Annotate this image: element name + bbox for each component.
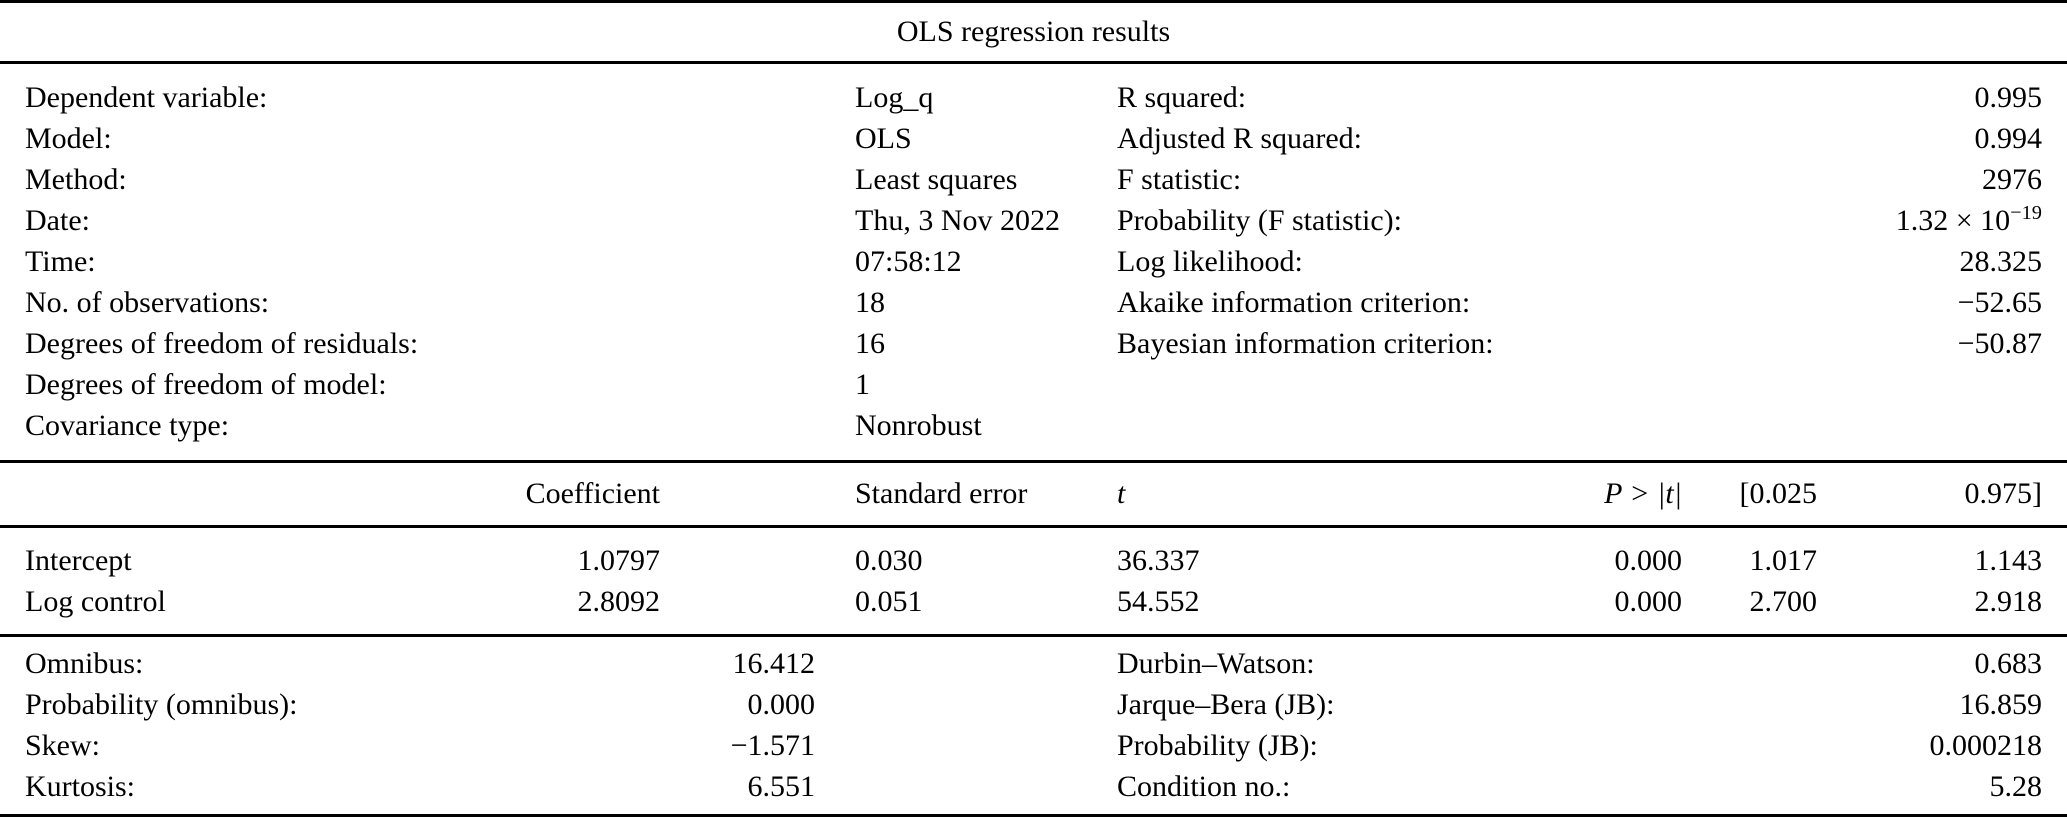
table-title-row: OLS regression results: [0, 3, 2067, 61]
spacer-cell: [1117, 364, 1625, 405]
diag-value: 0.000218: [1929, 729, 2043, 762]
coef-row-name: Log control: [25, 585, 166, 618]
coefficients-header-row: Coefficient Standard error t P > |t| [0.…: [0, 463, 2067, 525]
ci-lower-value: 2.700: [1749, 585, 1818, 618]
diag-value: 6.551: [747, 770, 816, 803]
column-header-ci-upper: 0.975]: [1964, 477, 2043, 510]
t-value: 36.337: [1117, 544, 1200, 577]
info-value-prob-f: 1.32 × 10−19: [1625, 200, 2042, 241]
model-info-section: Dependent variable: Log_q R squared: 0.9…: [0, 64, 2067, 460]
diag-value: 5.28: [1989, 770, 2043, 803]
info-label: Method:: [25, 163, 127, 196]
info-label: Bayesian information criterion:: [1117, 327, 1494, 360]
info-label: Probability (F statistic):: [1117, 204, 1402, 237]
prob-f-exponent: −19: [2010, 202, 2042, 224]
coefficients-body: Intercept 1.0797 0.030 36.337 0.000 1.01…: [0, 528, 2067, 634]
info-value: −50.87: [1957, 327, 2042, 360]
diag-label: Condition no.:: [1117, 770, 1291, 803]
ci-upper-value: 1.143: [1974, 544, 2043, 577]
diag-label: Probability (JB):: [1117, 729, 1318, 762]
diag-label: Jarque–Bera (JB):: [1117, 688, 1335, 721]
info-value: 18: [855, 286, 885, 319]
info-label: Adjusted R squared:: [1117, 122, 1362, 155]
info-label: No. of observations:: [25, 286, 270, 319]
diag-label: Omnibus:: [25, 647, 144, 680]
t-value: 54.552: [1117, 585, 1200, 618]
diag-label: Durbin–Watson:: [1117, 647, 1315, 680]
info-label: Date:: [25, 204, 90, 237]
column-header-ci-lower: [0.025: [1739, 477, 1818, 510]
column-header-p-value: P > |t|: [1604, 477, 1682, 510]
std-error-value: 0.030: [855, 544, 923, 577]
std-error-value: 0.051: [855, 585, 923, 618]
info-label: Covariance type:: [25, 409, 230, 442]
ci-lower-value: 1.017: [1749, 544, 1818, 577]
spacer-cell: [1625, 364, 2042, 405]
diag-label: Skew:: [25, 729, 100, 762]
info-value: 28.325: [1959, 245, 2043, 278]
info-value: 1: [855, 368, 870, 401]
column-header-std-error: Standard error: [855, 477, 1028, 510]
info-label: R squared:: [1117, 81, 1247, 114]
info-value: Least squares: [855, 163, 1018, 196]
info-label: Degrees of freedom of residuals:: [25, 327, 419, 360]
p-value: 0.000: [1614, 585, 1683, 618]
diag-value: 16.859: [1959, 688, 2043, 721]
diag-value: 16.412: [732, 647, 816, 680]
info-label: Dependent variable:: [25, 81, 268, 114]
p-value: 0.000: [1614, 544, 1683, 577]
coef-value: 1.0797: [577, 544, 661, 577]
coef-header-bottom-rule: [0, 525, 2067, 528]
info-value: Nonrobust: [855, 409, 982, 442]
info-value: 07:58:12: [855, 245, 962, 278]
ci-upper-value: 2.918: [1974, 585, 2043, 618]
diag-label: Probability (omnibus):: [25, 688, 298, 721]
info-value: 0.995: [1974, 81, 2043, 114]
info-value: 2976: [1982, 163, 2042, 196]
info-value: OLS: [855, 122, 912, 155]
spacer-cell: [1117, 405, 1625, 446]
info-label: Time:: [25, 245, 96, 278]
top-rule: [0, 0, 2067, 3]
column-header-t: t: [1117, 477, 1126, 510]
title-bottom-rule: [0, 61, 2067, 64]
coef-body-bottom-rule: [0, 634, 2067, 637]
info-value: Log_q: [855, 81, 934, 114]
info-label: Akaike information criterion:: [1117, 286, 1471, 319]
diag-label: Kurtosis:: [25, 770, 136, 803]
diag-value: 0.000: [747, 688, 816, 721]
info-label: Log likelihood:: [1117, 245, 1303, 278]
prob-f-base: 1.32 × 10: [1895, 204, 2011, 237]
coef-value: 2.8092: [577, 585, 661, 618]
coef-row-name: Intercept: [25, 544, 132, 577]
diag-value: −1.571: [730, 729, 815, 762]
column-header-coefficient: Coefficient: [525, 477, 660, 510]
diagnostics-section: Omnibus: 16.412 Durbin–Watson: 0.683 Pro…: [0, 637, 2067, 814]
info-value: 0.994: [1974, 122, 2043, 155]
info-bottom-rule: [0, 460, 2067, 463]
info-label: Degrees of freedom of model:: [25, 368, 387, 401]
spacer-cell: [1625, 405, 2042, 446]
info-label: Model:: [25, 122, 112, 155]
info-value: 16: [855, 327, 885, 360]
info-value: Thu, 3 Nov 2022: [855, 204, 1060, 237]
table-title: OLS regression results: [896, 15, 1171, 48]
diag-value: 0.683: [1974, 647, 2043, 680]
info-value: −52.65: [1957, 286, 2042, 319]
info-label: F statistic:: [1117, 163, 1242, 196]
bottom-rule: [0, 814, 2067, 817]
